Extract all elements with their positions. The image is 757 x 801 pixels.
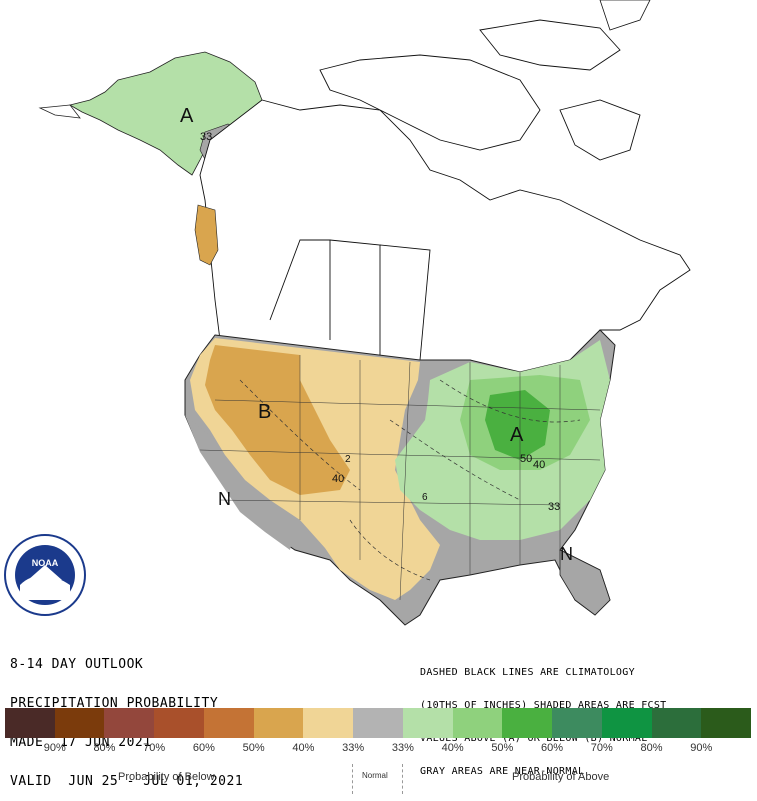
noaa-logo: NOAA [4, 534, 86, 616]
legend-label-2: 70% [143, 742, 166, 754]
legend-swatch-1 [54, 708, 105, 738]
legend-swatch-8 [402, 708, 453, 738]
label-ohio-40: 40 [533, 459, 545, 471]
note-line-1: DASHED BLACK LINES ARE CLIMATOLOGY [420, 667, 635, 678]
legend-swatch-5 [253, 708, 304, 738]
legend-label-6: 33% [342, 742, 365, 754]
label-southeast-n: N [560, 544, 573, 564]
legend-label-11: 70% [590, 742, 613, 754]
legend-swatch-0 [5, 708, 55, 738]
label-alaska-a: A [180, 105, 194, 127]
label-plains-40: 40 [332, 473, 344, 485]
legend-label-0: 90% [43, 742, 66, 754]
canada-region [199, 19, 691, 381]
legend-swatch-6 [303, 708, 354, 738]
legend-label-7: 33% [391, 742, 414, 754]
note-line-3: VALUES ABOVE (A) OR BELOW (B) NORMAL [420, 733, 648, 744]
probability-below-label: Probability of Below [118, 771, 215, 783]
note-line-4: GRAY AREAS ARE NEAR-NORMAL [420, 766, 585, 777]
legend-label-12: 80% [640, 742, 663, 754]
legend-swatch-14 [701, 708, 752, 738]
separator-left [352, 764, 353, 794]
greenland-region [599, 0, 651, 31]
label-alaska-33: 33 [200, 131, 212, 143]
legend-swatch-11 [552, 708, 602, 738]
legend-label-3: 60% [192, 742, 215, 754]
logo-text: NOAA [32, 558, 59, 568]
label-south-6: 6 [422, 492, 428, 503]
legend-swatch-13 [651, 708, 702, 738]
label-west-b: B [258, 401, 271, 423]
legend-label-4: 50% [242, 742, 265, 754]
caption-line-3: MADE 17 JUN 2021 [10, 735, 152, 750]
conus-region [184, 329, 616, 626]
legend-swatch-10 [502, 708, 553, 738]
label-east-33: 33 [548, 501, 560, 513]
legend-label-8: 40% [441, 742, 464, 754]
legend-label-1: 80% [93, 742, 116, 754]
caption-line-1: 8-14 DAY OUTLOOK [10, 657, 144, 672]
legend-label-9: 50% [491, 742, 514, 754]
legend-label-10: 60% [541, 742, 564, 754]
legend-swatch-3 [154, 708, 204, 738]
label-plains-2: 2 [345, 454, 351, 465]
legend-swatch-2 [104, 708, 155, 738]
caption-line-2: PRECIPITATION PROBABILITY [10, 696, 219, 711]
legend-swatch-12 [601, 708, 652, 738]
legend-note: DASHED BLACK LINES ARE CLIMATOLOGY (10TH… [420, 645, 667, 788]
probability-above-label: Probability of Above [512, 771, 610, 783]
normal-label: Normal [362, 771, 388, 780]
legend-color-bar [5, 708, 752, 738]
legend-label-13: 90% [690, 742, 713, 754]
bc-coast-region [194, 204, 219, 266]
outlook-caption: 8-14 DAY OUTLOOK PRECIPITATION PROBABILI… [10, 632, 243, 801]
outlook-map: A 33 B N A N 40 2 50 40 33 6 NOAA [4, 0, 691, 626]
label-southwest-n: N [218, 489, 231, 509]
legend-label-5: 40% [292, 742, 315, 754]
caption-line-4: VALID JUN 25 - JUL 01, 2021 [10, 774, 244, 789]
label-midwest-a: A [510, 424, 524, 446]
legend-swatch-9 [452, 708, 503, 738]
legend-swatch-4 [203, 708, 254, 738]
label-ohio-50: 50 [520, 453, 532, 465]
note-line-2: (10THS OF INCHES) SHADED AREAS ARE FCST [420, 700, 667, 711]
separator-right [402, 764, 403, 794]
legend-swatch-7 [353, 708, 403, 738]
